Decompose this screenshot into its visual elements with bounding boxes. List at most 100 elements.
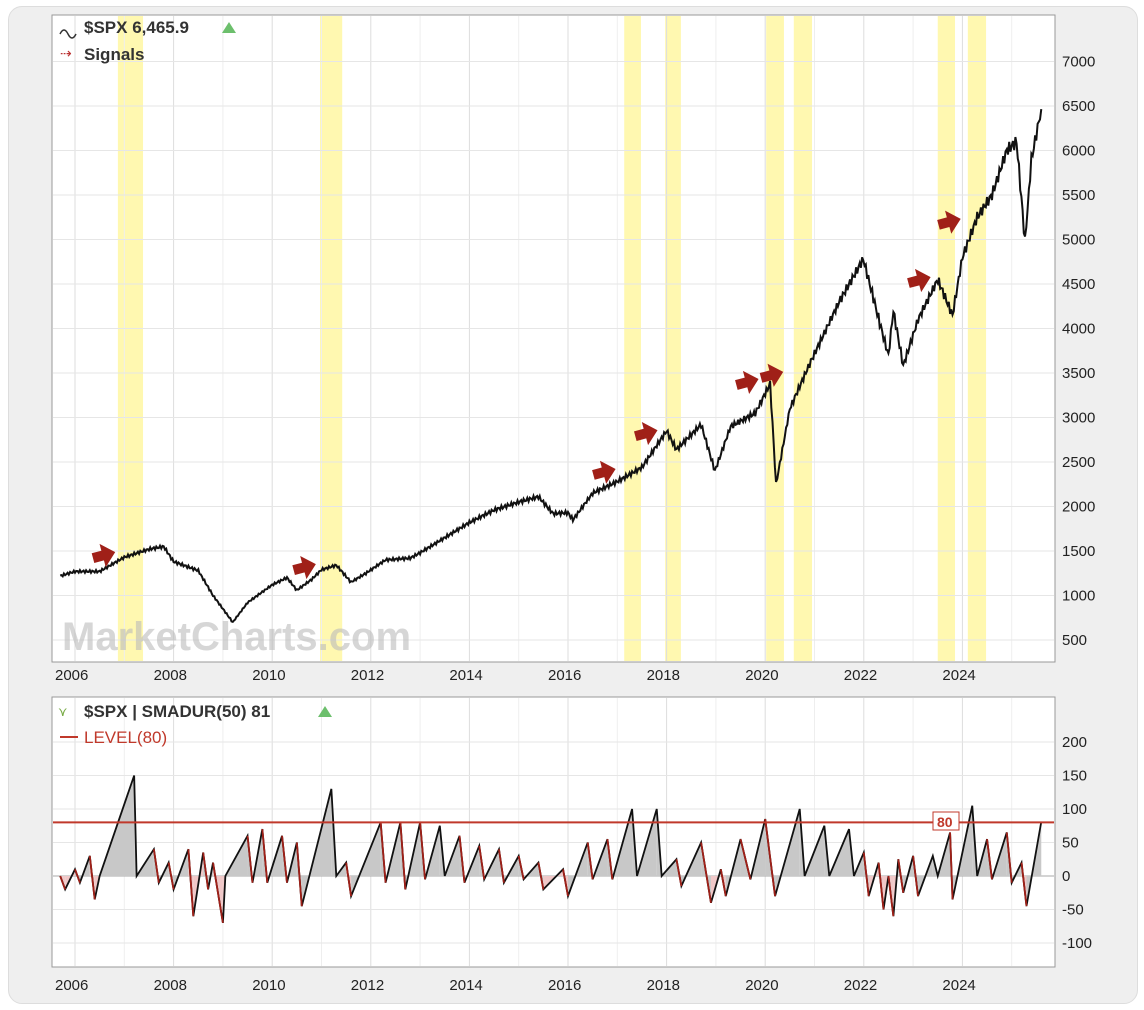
signal-arrow-icon: [633, 422, 658, 446]
x-tick-label: 2022: [844, 667, 877, 684]
y-tick-label: 4500: [1062, 276, 1095, 293]
line-icon: [59, 29, 77, 39]
negative-segment: [700, 842, 712, 903]
indicator-icon: ⋎: [58, 704, 68, 719]
y-tick-label: 100: [1062, 801, 1087, 818]
x-tick-label: 2008: [154, 667, 187, 684]
x-tick-label: 2012: [351, 977, 384, 994]
highlight-band: [624, 16, 641, 661]
negative-segment: [281, 835, 288, 883]
y-tick-label: 7000: [1062, 54, 1095, 71]
y-tick-label: 5500: [1062, 187, 1095, 204]
negative-segment: [739, 838, 752, 880]
oscillator-area: [765, 819, 776, 897]
negative-segment: [887, 875, 895, 917]
x-tick-label: 2008: [154, 977, 187, 994]
signal-arrow-icon: [592, 460, 616, 484]
signal-arrow-icon: [91, 543, 116, 568]
negative-segment: [1005, 832, 1013, 883]
indicator-panel: [51, 696, 1056, 968]
x-tick-label: 2010: [252, 667, 285, 684]
negative-segment: [152, 849, 160, 883]
highlight-band: [665, 16, 681, 661]
y-tick-label: -100: [1062, 935, 1092, 952]
y-tick-label: 50: [1062, 835, 1079, 852]
x-tick-label: 2020: [745, 667, 778, 684]
up-triangle-icon: [222, 22, 236, 33]
y-tick-label: 2500: [1062, 454, 1095, 471]
x-tick-label: 2018: [647, 977, 680, 994]
negative-segment: [537, 862, 545, 890]
negative-segment: [478, 845, 486, 880]
x-tick-label: 2024: [942, 977, 975, 994]
negative-segment: [949, 832, 954, 900]
negative-segment: [675, 859, 683, 887]
y-tick-label: 0: [1062, 868, 1070, 885]
negative-segment: [897, 859, 905, 893]
symbol-label: $SPX 6,465.9: [84, 18, 189, 37]
indicator-label: $SPX | SMADUR(50) 81: [84, 702, 270, 721]
negative-segment: [458, 835, 466, 883]
y-tick-label: 6000: [1062, 143, 1095, 160]
highlight-band: [320, 16, 343, 661]
x-tick-label: 2016: [548, 977, 581, 994]
x-tick-label: 2006: [55, 667, 88, 684]
level-tag-text: 80: [937, 814, 953, 830]
negative-segment: [74, 868, 81, 884]
price-panel: [51, 14, 1056, 663]
signals-label: Signals: [84, 45, 144, 64]
signal-arrow-icon: [292, 555, 316, 580]
watermark: MarketCharts.com: [62, 615, 411, 659]
x-tick-label: 2006: [55, 977, 88, 994]
negative-segment: [212, 862, 224, 924]
x-tick-label: 2018: [647, 667, 680, 684]
x-tick-label: 2022: [844, 977, 877, 994]
x-tick-label: 2014: [449, 977, 482, 994]
highlight-band: [967, 16, 987, 661]
y-tick-label: 6500: [1062, 98, 1095, 115]
negative-segment: [877, 862, 885, 910]
negative-segment: [1020, 862, 1028, 907]
negative-segment: [586, 842, 594, 880]
y-tick-label: 150: [1062, 768, 1087, 785]
up-triangle-icon: [318, 706, 332, 717]
level-label: LEVEL(80): [84, 728, 167, 747]
x-tick-label: 2012: [351, 667, 384, 684]
negative-segment: [246, 835, 254, 883]
signal-arrow-icon: [759, 363, 784, 387]
negative-segment: [764, 818, 776, 897]
x-tick-label: 2010: [252, 977, 285, 994]
signals-icon: ⇢: [60, 45, 72, 61]
y-tick-label: 3000: [1062, 410, 1095, 427]
y-tick-label: 500: [1062, 632, 1087, 649]
negative-segment: [261, 829, 269, 883]
y-tick-label: 200: [1062, 734, 1087, 751]
level-tag: [932, 811, 960, 831]
y-tick-label: 5000: [1062, 232, 1095, 249]
signal-arrow-icon: [937, 210, 961, 234]
negative-segment: [912, 855, 919, 897]
negative-segment: [295, 842, 303, 907]
negative-segment: [419, 822, 426, 880]
negative-segment: [719, 869, 727, 897]
y-tick-label: 4000: [1062, 321, 1095, 338]
negative-segment: [88, 855, 96, 900]
price-line: [59, 108, 1043, 623]
signal-arrow-icon: [735, 370, 759, 395]
negative-segment: [345, 862, 352, 897]
x-tick-label: 2014: [449, 667, 482, 684]
negative-segment: [399, 822, 407, 890]
negative-segment: [167, 862, 175, 890]
oscillator-area: [868, 862, 879, 897]
signal-arrow-icon: [907, 268, 931, 293]
negative-segment: [59, 875, 66, 890]
negative-segment: [606, 839, 614, 880]
highlight-band: [937, 16, 956, 661]
negative-segment: [517, 855, 525, 880]
highlight-band: [766, 16, 784, 661]
highlight-band: [793, 16, 813, 661]
negative-segment: [986, 839, 993, 880]
negative-segment: [187, 849, 195, 917]
negative-segment: [498, 849, 505, 883]
